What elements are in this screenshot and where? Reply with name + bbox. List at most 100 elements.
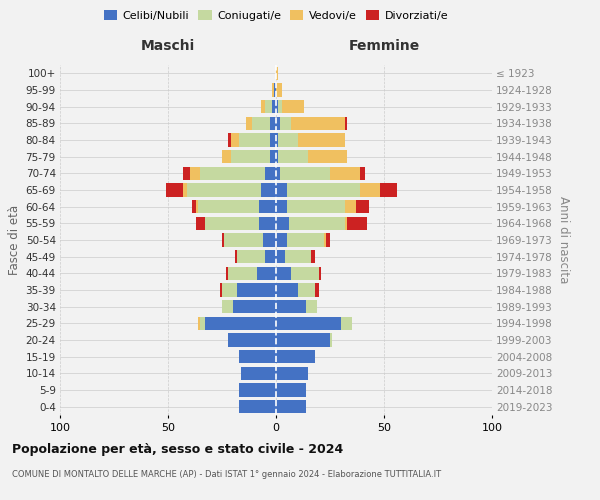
Bar [276, 300, 306, 314]
Bar [205, 216, 259, 230]
Bar [222, 234, 224, 246]
Bar [272, 84, 274, 96]
Bar [276, 84, 283, 96]
Bar [287, 184, 360, 196]
Bar [278, 134, 298, 146]
Bar [280, 116, 291, 130]
Bar [345, 200, 356, 213]
Bar [183, 166, 190, 180]
Bar [315, 284, 319, 296]
Bar [187, 184, 261, 196]
Bar [276, 116, 280, 130]
Bar [291, 266, 319, 280]
Bar [276, 134, 278, 146]
Bar [229, 334, 276, 346]
Bar [166, 184, 183, 196]
Bar [229, 134, 230, 146]
Bar [330, 166, 360, 180]
Bar [276, 250, 284, 264]
Bar [360, 166, 365, 180]
Bar [330, 334, 332, 346]
Bar [291, 116, 345, 130]
Bar [222, 300, 233, 314]
Bar [261, 100, 265, 114]
Bar [283, 100, 304, 114]
Bar [239, 384, 276, 396]
Bar [345, 216, 347, 230]
Bar [220, 284, 222, 296]
Bar [276, 234, 287, 246]
Bar [246, 116, 252, 130]
Bar [239, 134, 269, 146]
Bar [183, 184, 187, 196]
Bar [323, 234, 326, 246]
Bar [237, 250, 265, 264]
Bar [261, 184, 276, 196]
Bar [226, 266, 229, 280]
Bar [276, 400, 306, 413]
Bar [230, 134, 239, 146]
Bar [235, 250, 237, 264]
Bar [298, 284, 315, 296]
Bar [259, 216, 276, 230]
Text: Femmine: Femmine [349, 40, 419, 54]
Bar [308, 150, 347, 164]
Bar [252, 116, 269, 130]
Bar [360, 184, 380, 196]
Bar [276, 216, 289, 230]
Bar [200, 316, 205, 330]
Legend: Celibi/Nubili, Coniugati/e, Vedovi/e, Divorziati/e: Celibi/Nubili, Coniugati/e, Vedovi/e, Di… [100, 6, 452, 25]
Bar [347, 216, 367, 230]
Bar [356, 200, 369, 213]
Bar [276, 366, 308, 380]
Bar [276, 384, 306, 396]
Bar [259, 200, 276, 213]
Bar [341, 316, 352, 330]
Bar [265, 166, 276, 180]
Bar [229, 266, 257, 280]
Bar [276, 350, 315, 364]
Bar [265, 250, 276, 264]
Bar [239, 400, 276, 413]
Bar [200, 166, 265, 180]
Bar [190, 166, 200, 180]
Bar [233, 300, 276, 314]
Bar [237, 284, 276, 296]
Bar [278, 100, 283, 114]
Bar [319, 266, 322, 280]
Bar [241, 366, 276, 380]
Bar [311, 250, 315, 264]
Bar [263, 234, 276, 246]
Bar [269, 134, 276, 146]
Text: Popolazione per età, sesso e stato civile - 2024: Popolazione per età, sesso e stato civil… [12, 442, 343, 456]
Bar [265, 100, 272, 114]
Bar [192, 200, 196, 213]
Text: COMUNE DI MONTALTO DELLE MARCHE (AP) - Dati ISTAT 1° gennaio 2024 - Elaborazione: COMUNE DI MONTALTO DELLE MARCHE (AP) - D… [12, 470, 441, 479]
Bar [269, 150, 276, 164]
Bar [198, 316, 200, 330]
Bar [224, 234, 263, 246]
Bar [298, 134, 345, 146]
Y-axis label: Fasce di età: Fasce di età [8, 205, 22, 275]
Bar [289, 216, 345, 230]
Bar [276, 100, 278, 114]
Bar [269, 116, 276, 130]
Bar [222, 284, 237, 296]
Bar [198, 200, 259, 213]
Y-axis label: Anni di nascita: Anni di nascita [557, 196, 569, 284]
Text: Maschi: Maschi [141, 40, 195, 54]
Bar [276, 150, 278, 164]
Bar [276, 66, 278, 80]
Bar [276, 266, 291, 280]
Bar [284, 250, 311, 264]
Bar [196, 200, 198, 213]
Bar [380, 184, 397, 196]
Bar [276, 166, 280, 180]
Bar [222, 150, 230, 164]
Bar [276, 316, 341, 330]
Bar [239, 350, 276, 364]
Bar [287, 234, 323, 246]
Bar [345, 116, 347, 130]
Bar [196, 216, 205, 230]
Bar [274, 84, 276, 96]
